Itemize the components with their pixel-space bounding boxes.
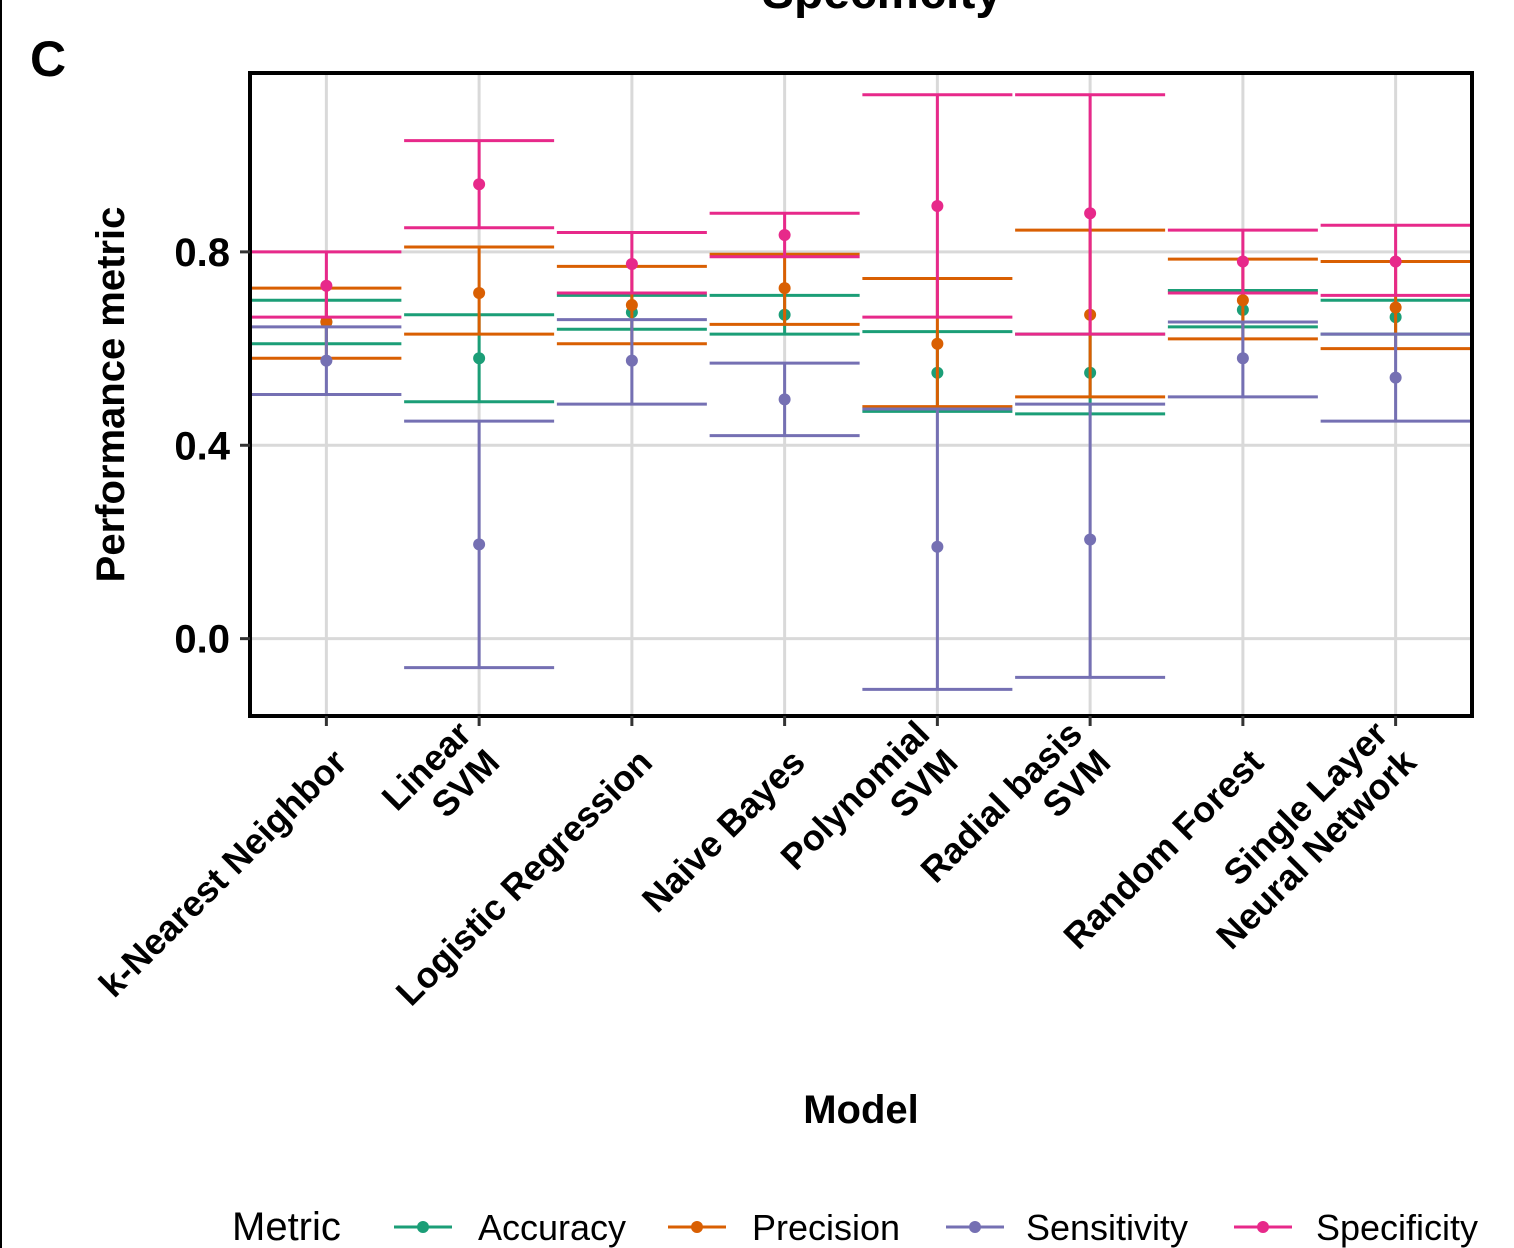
x-tick-label: k-Nearest Neighbor	[91, 741, 355, 1005]
data-point	[625, 299, 638, 312]
data-point	[1236, 352, 1249, 365]
data-point	[1389, 255, 1402, 268]
x-tick-label: Radial basisSVM	[912, 713, 1118, 919]
legend-title: Metric	[232, 1205, 341, 1248]
data-point	[778, 393, 791, 406]
x-tick-label-group: k-Nearest Neighbor	[91, 741, 355, 1005]
legend-key-point	[691, 1221, 703, 1233]
data-point	[1389, 371, 1402, 384]
y-tick-label: 0.0	[174, 618, 230, 662]
data-point	[625, 257, 638, 270]
series-precision	[251, 228, 1471, 409]
data-point	[778, 282, 791, 295]
legend-key-point	[969, 1221, 981, 1233]
x-tick-label-group: LinearSVM	[374, 713, 508, 847]
x-tick-label-line: Naive Bayes	[634, 741, 813, 920]
plot-border	[248, 71, 1474, 718]
legend-label: Sensitivity	[1026, 1207, 1188, 1248]
data-point	[320, 315, 333, 328]
x-tick-label: Naive Bayes	[634, 741, 813, 920]
data-point	[778, 228, 791, 241]
series-specificity	[251, 93, 1471, 336]
x-tick-label-group: Radial basisSVM	[912, 713, 1118, 919]
chart-title-fragment: Specificity	[762, 0, 1002, 19]
data-point	[473, 286, 486, 299]
data-point	[473, 178, 486, 191]
data-point	[320, 279, 333, 292]
x-axis-title: Model	[803, 1088, 919, 1132]
data-point	[473, 538, 486, 551]
grid-layer	[250, 73, 1472, 716]
y-tick-label: 0.4	[174, 424, 230, 468]
y-tick-label: 0.8	[174, 231, 230, 275]
x-tick-label-group: Naive Bayes	[634, 741, 813, 920]
legend-key-point	[1257, 1221, 1269, 1233]
series-accuracy	[251, 289, 1471, 416]
legend-label: Accuracy	[478, 1207, 626, 1248]
data-point	[1084, 207, 1097, 220]
data-point	[1236, 294, 1249, 307]
x-tick-label-group: Single LayerNeural Network	[1180, 712, 1425, 957]
legend-label: Specificity	[1316, 1207, 1478, 1248]
x-tick-label-line: k-Nearest Neighbor	[91, 741, 355, 1005]
legend-key-point	[417, 1221, 429, 1233]
data-point	[931, 337, 944, 350]
x-tick-label: LinearSVM	[374, 713, 508, 847]
data-point	[473, 352, 486, 365]
x-tick-label: Single LayerNeural Network	[1180, 712, 1425, 957]
data-point	[1236, 255, 1249, 268]
data-point	[1084, 533, 1097, 546]
data-point	[320, 354, 333, 367]
legend-label: Precision	[752, 1207, 900, 1248]
data-point	[1389, 301, 1402, 314]
legend: Metric Accuracy Precision Sensitivity Speci…	[232, 1205, 1478, 1248]
data-point	[931, 540, 944, 553]
panel-label: C	[30, 31, 66, 87]
series-sensitivity	[251, 318, 1471, 691]
errorbar-layer	[251, 93, 1471, 691]
data-point	[625, 354, 638, 367]
y-axis-title: Performance metric	[89, 207, 133, 583]
data-point	[931, 199, 944, 212]
y-axis: 0.0 0.4 0.8	[174, 231, 250, 662]
